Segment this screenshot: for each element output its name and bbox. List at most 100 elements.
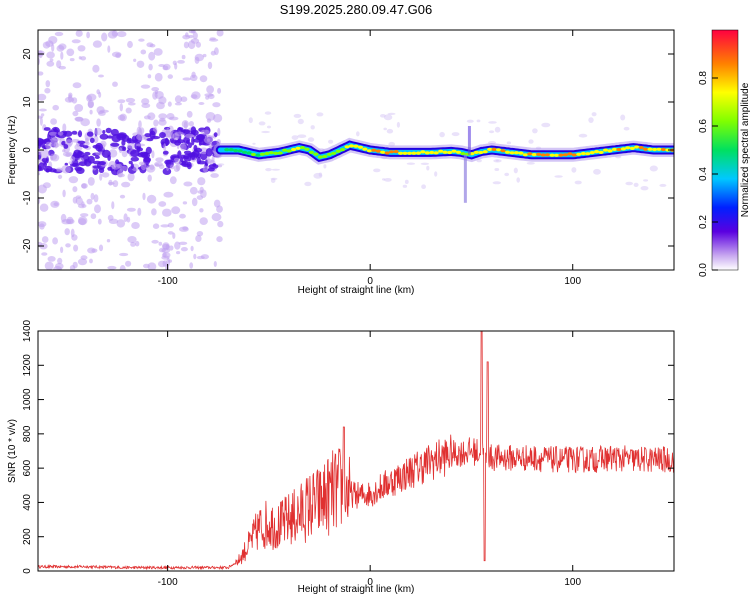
ridge-cell — [282, 148, 288, 152]
noise-blob — [49, 58, 54, 62]
ridge-cell — [665, 148, 671, 152]
ridge-cell — [558, 153, 564, 157]
snr-ylabel: SNR (10 * v/v) — [7, 419, 18, 483]
noise-blob — [39, 223, 45, 230]
noise-blob — [207, 93, 215, 100]
ridge-cell — [527, 152, 533, 156]
noise-blob — [180, 247, 188, 252]
noise-blob — [93, 194, 99, 203]
ridge-cell — [420, 150, 426, 154]
noise-blob — [154, 90, 159, 95]
noise-blob — [323, 164, 327, 169]
noise-blob — [190, 94, 198, 99]
noise-blob — [195, 134, 206, 141]
noise-blob — [99, 133, 109, 140]
noise-blob — [207, 138, 210, 143]
noise-blob — [38, 172, 41, 176]
noise-blob — [43, 165, 53, 173]
noise-blob — [97, 218, 102, 225]
noise-blob — [71, 139, 80, 143]
ridge-cell — [242, 150, 248, 154]
ridge-cell — [291, 147, 297, 152]
noise-blob — [217, 163, 225, 166]
noise-blob — [102, 130, 106, 134]
spectrogram-xlabel: Height of straight line (km) — [298, 285, 415, 296]
noise-blob — [74, 166, 83, 172]
noise-blob — [140, 162, 147, 171]
noise-blob — [170, 139, 178, 144]
ridge-cell — [326, 152, 332, 156]
noise-blob — [205, 148, 213, 157]
noise-blob — [128, 160, 133, 165]
noise-blob — [61, 140, 66, 146]
noise-blob — [71, 97, 78, 104]
noise-blob — [212, 163, 217, 167]
ridge-cell — [295, 146, 301, 150]
noise-blob — [86, 95, 93, 102]
noise-blob — [659, 183, 667, 187]
noise-blob — [217, 220, 224, 228]
noise-blob — [217, 87, 222, 94]
noise-blob — [92, 64, 100, 73]
noise-blob — [153, 119, 159, 127]
noise-blob — [181, 129, 191, 134]
noise-blob — [162, 208, 172, 217]
y-tick-label: 0 — [22, 568, 33, 574]
ridge-cell — [415, 151, 421, 155]
ridge-cell — [629, 146, 635, 150]
noise-blob — [65, 152, 71, 157]
ridge-cell — [286, 149, 292, 153]
noise-blob — [143, 263, 150, 269]
noise-streak — [463, 154, 467, 203]
noise-streak — [467, 126, 471, 155]
ridge-cell — [398, 151, 404, 155]
ridge-cell — [357, 145, 364, 149]
noise-blob — [127, 40, 133, 49]
noise-blob — [574, 180, 582, 185]
noise-blob — [155, 157, 164, 163]
noise-blob — [137, 207, 142, 216]
ridge-cell — [402, 151, 408, 155]
noise-blob — [167, 231, 174, 235]
noise-blob — [93, 135, 99, 144]
noise-blob — [270, 178, 276, 184]
noise-blob — [125, 107, 132, 114]
noise-blob — [80, 213, 89, 217]
noise-blob — [167, 101, 172, 107]
y-tick-label: 0 — [22, 147, 33, 153]
noise-blob — [205, 112, 216, 121]
noise-blob — [57, 131, 64, 136]
ridge-cell — [571, 153, 577, 157]
ridge-cell — [246, 151, 252, 155]
noise-blob — [86, 198, 93, 205]
noise-blob — [210, 173, 219, 178]
noise-blob — [188, 142, 192, 149]
noise-blob — [89, 109, 93, 115]
snr-background — [38, 331, 674, 571]
ridge-cell — [478, 150, 484, 155]
noise-blob — [86, 31, 90, 39]
noise-blob — [174, 95, 183, 104]
noise-blob — [60, 246, 64, 253]
noise-blob — [94, 127, 102, 136]
y-tick-label: 200 — [22, 528, 33, 545]
noise-blob — [211, 155, 215, 163]
noise-blob — [116, 219, 126, 228]
noise-blob — [48, 131, 58, 136]
noise-blob — [200, 189, 207, 198]
noise-blob — [178, 241, 188, 245]
ridge-cell — [344, 145, 350, 149]
noise-blob — [383, 114, 393, 121]
noise-blob — [115, 52, 121, 59]
ridge-cell — [496, 148, 502, 152]
noise-blob — [152, 223, 160, 229]
noise-blob — [147, 74, 152, 79]
ridge-cell — [585, 152, 591, 156]
colorbar-tick-label: 0.8 — [698, 71, 709, 85]
ridge-cell — [518, 151, 524, 155]
ridge-cell — [348, 144, 355, 148]
noise-blob — [54, 31, 64, 37]
ridge-cell — [643, 147, 649, 151]
noise-blob — [130, 241, 136, 247]
